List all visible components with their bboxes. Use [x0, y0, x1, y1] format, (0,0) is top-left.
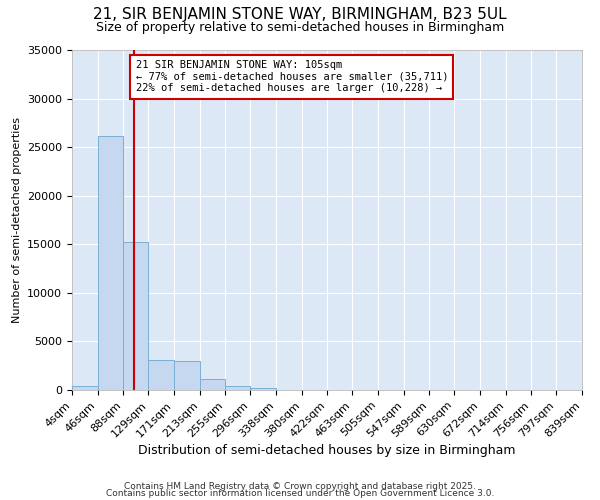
Text: Size of property relative to semi-detached houses in Birmingham: Size of property relative to semi-detach…	[96, 21, 504, 34]
Bar	[200, 380, 226, 390]
Text: Contains public sector information licensed under the Open Government Licence 3.: Contains public sector information licen…	[106, 489, 494, 498]
Bar	[72, 386, 98, 390]
Text: 21 SIR BENJAMIN STONE WAY: 105sqm
← 77% of semi-detached houses are smaller (35,: 21 SIR BENJAMIN STONE WAY: 105sqm ← 77% …	[136, 60, 448, 94]
Bar	[250, 388, 276, 390]
Bar	[124, 242, 148, 390]
Text: 21, SIR BENJAMIN STONE WAY, BIRMINGHAM, B23 5UL: 21, SIR BENJAMIN STONE WAY, BIRMINGHAM, …	[93, 8, 507, 22]
Bar	[148, 360, 174, 390]
Bar	[98, 136, 124, 390]
Bar	[174, 361, 200, 390]
Bar	[226, 386, 250, 390]
X-axis label: Distribution of semi-detached houses by size in Birmingham: Distribution of semi-detached houses by …	[138, 444, 516, 458]
Text: Contains HM Land Registry data © Crown copyright and database right 2025.: Contains HM Land Registry data © Crown c…	[124, 482, 476, 491]
Y-axis label: Number of semi-detached properties: Number of semi-detached properties	[11, 117, 22, 323]
